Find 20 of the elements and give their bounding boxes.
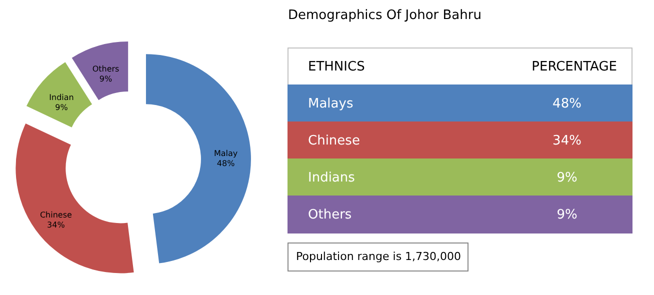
category-label: Others xyxy=(308,208,352,222)
data-label: 9% xyxy=(99,74,113,84)
text: ETHNICS xyxy=(308,60,365,74)
data-label: 34% xyxy=(47,220,66,230)
text: Demographics Of Johor Bahru xyxy=(288,8,482,23)
text: 9% xyxy=(556,170,578,186)
text: Population range is 1,730,000 xyxy=(296,250,462,263)
category-label: Chinese xyxy=(308,134,360,148)
data-label: 9% xyxy=(55,102,68,112)
text: 48% xyxy=(552,96,582,112)
slice-label: Chinese xyxy=(40,210,72,220)
data-label: 48% xyxy=(216,159,236,168)
text: PERCENTAGE xyxy=(532,60,617,74)
text: 34% xyxy=(552,134,582,148)
slice-label: Malay xyxy=(214,149,238,158)
text: 9% xyxy=(556,208,578,222)
slice-label: Indian xyxy=(49,92,74,102)
slice-label: Others xyxy=(92,64,120,74)
category-label: Indians xyxy=(308,170,356,186)
category-label: Malays xyxy=(308,96,354,112)
